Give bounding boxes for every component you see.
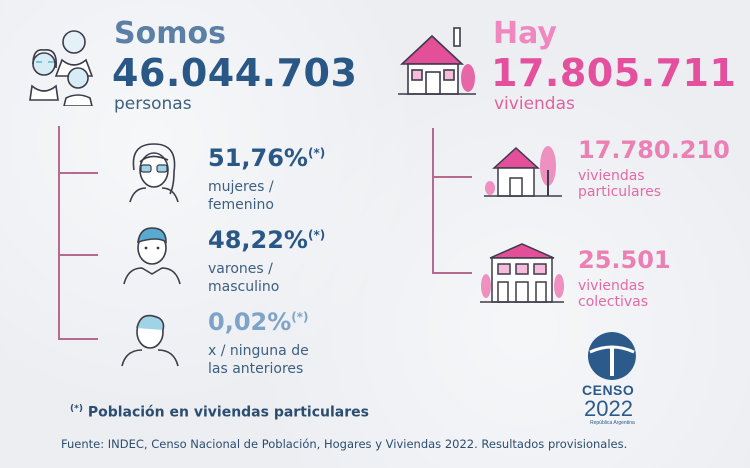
tree-line-left-branch-1 (58, 172, 98, 174)
people-group-icon (29, 30, 94, 106)
women-percentage-value: 51,76% (208, 144, 308, 172)
private-dwellings-number: 17.780.210 (578, 136, 730, 164)
tree-line-left-branch-3 (58, 338, 98, 340)
censo-logo-country: República Argentina (590, 420, 635, 426)
footnote: (*) Población en viviendas particulares (70, 404, 369, 421)
footnote-mark: (*) (307, 146, 326, 160)
men-label: varones / masculino (208, 260, 279, 296)
men-label-line2: masculino (208, 279, 280, 295)
censo-logo-icon (587, 332, 636, 380)
housing-unit: viviendas (494, 94, 575, 114)
source-text: Fuente: INDEC, Censo Nacional de Poblaci… (61, 437, 628, 451)
collective-building-icon (480, 243, 564, 303)
men-percentage-value: 48,22% (208, 226, 308, 254)
house-icon (398, 27, 476, 95)
censo-logo-year: 2022 (584, 396, 633, 421)
tree-line-right-vertical (432, 128, 434, 274)
collective-dwellings-label: viviendas colectivas (578, 278, 648, 310)
footnote-mark: (*) (291, 310, 309, 324)
other-label-line1: x / ninguna de (208, 343, 309, 359)
private-dwellings-label: viviendas particulares (578, 168, 661, 200)
tree-line-left-vertical (58, 126, 60, 340)
collective-dwellings-label-line1: viviendas (578, 278, 645, 294)
housing-total: 17.805.711 (491, 51, 737, 95)
footnote-text: Población en viviendas particulares (87, 404, 369, 421)
men-percentage: 48,22%(*) (208, 226, 325, 254)
footnote-mark: (*) (307, 228, 326, 242)
women-label: mujeres / femenino (208, 178, 274, 214)
housing-title: Hay (493, 16, 557, 51)
population-total: 46.044.703 (112, 51, 358, 95)
women-label-line1: mujeres / (208, 179, 274, 195)
private-dwellings-label-line1: viviendas (578, 168, 645, 184)
other-percentage: 0,02%(*) (208, 308, 309, 336)
other-label: x / ninguna de las anteriores (208, 342, 309, 378)
collective-dwellings-label-line2: colectivas (578, 294, 648, 310)
people-title: Somos (114, 16, 226, 51)
tree-line-right-branch-2 (432, 272, 472, 274)
women-label-line2: femenino (208, 197, 274, 213)
woman-face-icon (129, 143, 179, 203)
other-percentage-value: 0,02% (208, 308, 292, 336)
private-house-icon (484, 146, 562, 197)
tree-line-right-branch-1 (432, 176, 472, 178)
women-percentage: 51,76%(*) (208, 144, 325, 172)
population-unit: personas (114, 94, 192, 114)
men-label-line1: varones / (208, 261, 273, 277)
person-face-icon (121, 314, 179, 367)
tree-line-left-branch-2 (58, 254, 98, 256)
collective-dwellings-number: 25.501 (578, 246, 671, 274)
censo-logo-text: CENSO (582, 382, 635, 398)
footnote-mark: (*) (70, 404, 83, 414)
man-face-icon (123, 227, 181, 285)
other-label-line2: las anteriores (208, 361, 304, 377)
private-dwellings-label-line2: particulares (578, 184, 661, 200)
